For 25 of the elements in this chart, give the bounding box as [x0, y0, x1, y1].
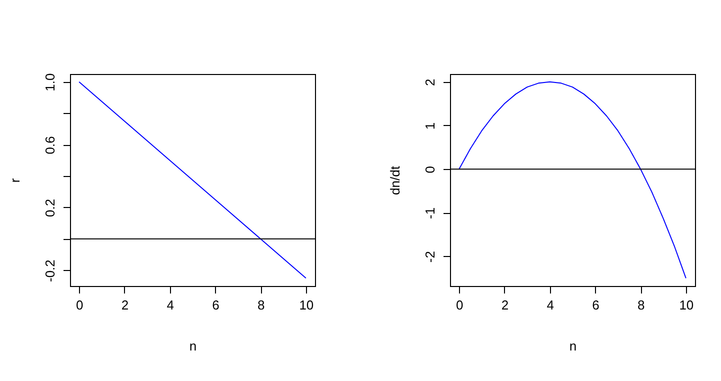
y-tick-label: 0 — [422, 166, 438, 174]
x-tick-label: 0 — [76, 298, 84, 312]
x-tick-label: 10 — [299, 298, 314, 312]
x-axis-title: n — [569, 338, 577, 354]
x-tick-label: 6 — [212, 298, 220, 312]
y-tick-label: -2 — [422, 251, 438, 263]
y-axis-title: dn/dt — [388, 166, 402, 195]
x-tick-label: 4 — [546, 298, 554, 312]
y-tick-label: 0.2 — [42, 198, 58, 218]
y-tick-label: 2 — [422, 78, 438, 86]
x-tick-label: 4 — [166, 298, 174, 312]
x-tick-label: 2 — [121, 298, 129, 312]
x-tick-label: 10 — [679, 298, 694, 312]
y-tick-label: 1.0 — [42, 73, 58, 92]
x-tick-label: 8 — [257, 298, 265, 312]
x-tick-label: 6 — [592, 298, 600, 312]
y-axis-title: r — [8, 178, 22, 183]
y-tick-label: 0.6 — [42, 136, 58, 154]
x-axis-title: n — [189, 338, 197, 354]
x-tick-label: 8 — [637, 298, 645, 312]
x-tick-label: 0 — [456, 298, 464, 312]
x-tick-label: 2 — [501, 298, 509, 312]
y-tick-label: -1 — [422, 207, 438, 219]
y-tick-label: 1 — [422, 122, 438, 130]
y-tick-label: -0.2 — [42, 260, 58, 282]
